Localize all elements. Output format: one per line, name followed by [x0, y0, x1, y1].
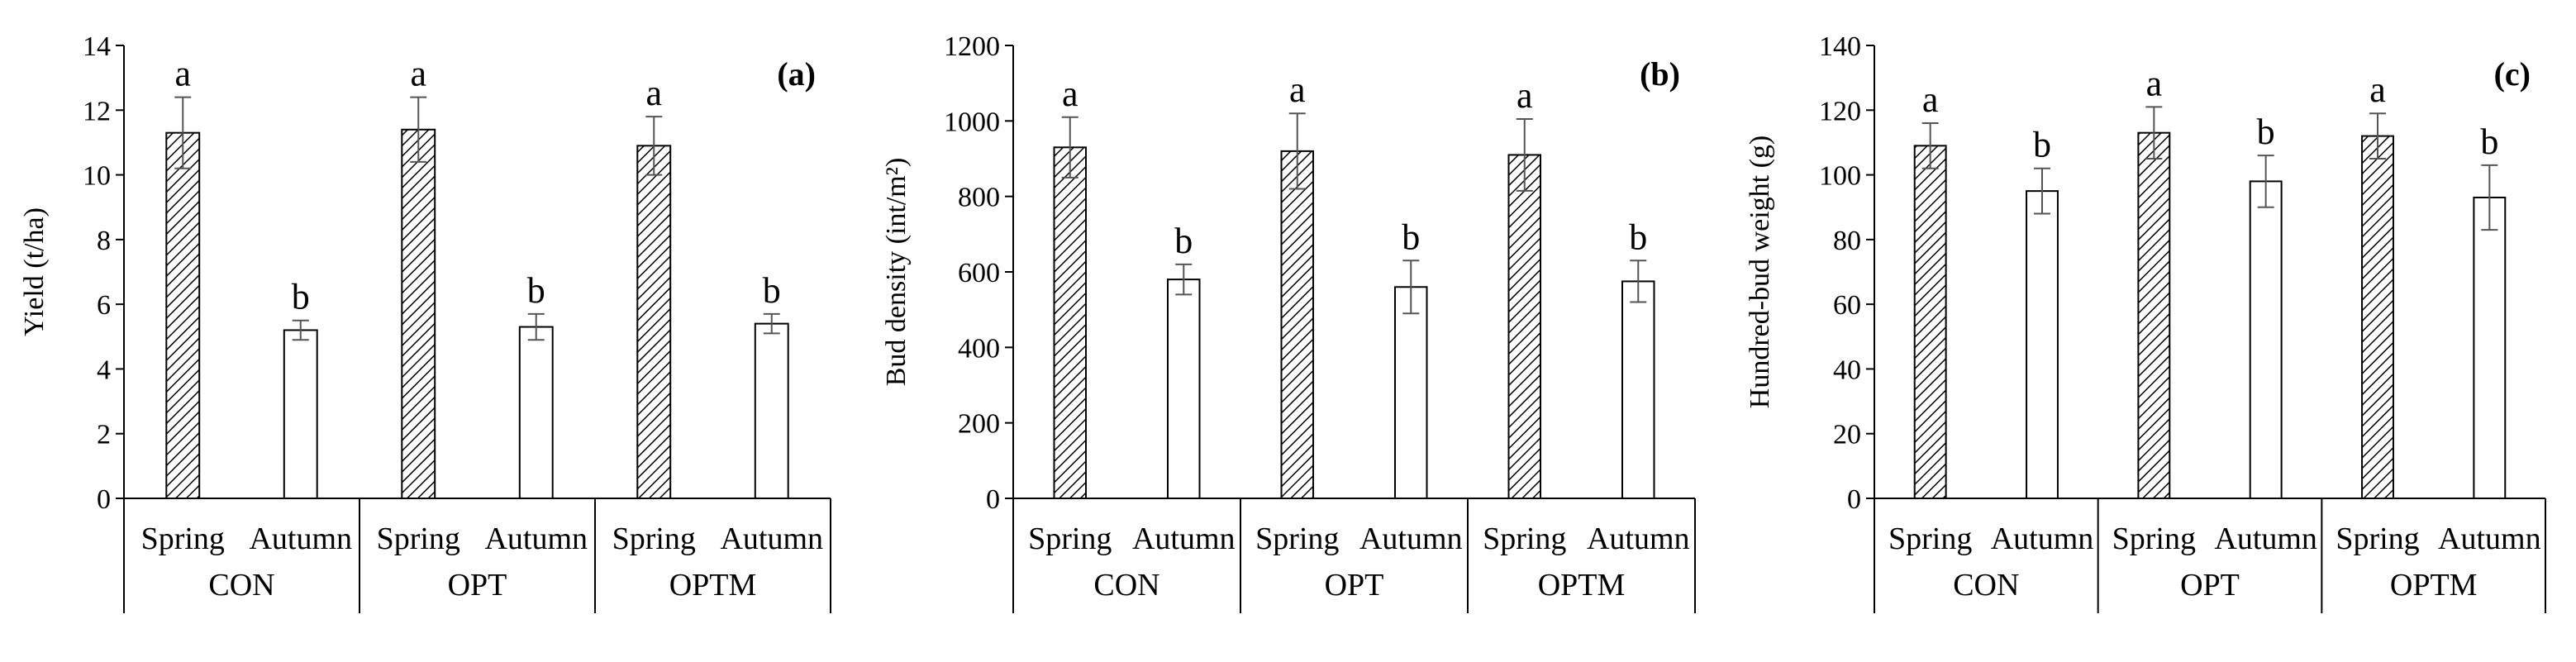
- significance-letter: a: [1289, 69, 1306, 110]
- bar-optm-autumn: [2473, 196, 2507, 499]
- significance-letter: b: [2480, 121, 2498, 162]
- season-label: Spring: [1888, 522, 1972, 556]
- bar-opt-spring: [401, 128, 436, 499]
- season-label: Autumn: [2438, 522, 2541, 556]
- significance-letter: b: [1402, 217, 1420, 257]
- bar-optm-autumn: [1621, 280, 1655, 499]
- season-label: Spring: [1255, 522, 1339, 556]
- y-tick-label: 600: [958, 258, 1000, 288]
- significance-letter: a: [1517, 75, 1533, 116]
- bar-optm-autumn: [754, 322, 789, 499]
- significance-letter: a: [2369, 69, 2386, 110]
- significance-letter: b: [2033, 125, 2051, 165]
- bar-con-autumn: [1167, 279, 1201, 499]
- y-axis-title: Yield (t/ha): [19, 207, 50, 336]
- bar-optm-spring: [2361, 135, 2394, 499]
- season-label: Autumn: [1587, 522, 1690, 556]
- season-label: Spring: [141, 522, 225, 556]
- season-label: Spring: [1028, 522, 1112, 556]
- season-label: Autumn: [484, 522, 588, 556]
- bar-opt-spring: [1280, 150, 1314, 499]
- significance-letter: b: [2257, 112, 2275, 152]
- bar-opt-autumn: [2249, 180, 2283, 499]
- group-label: CON: [1093, 568, 1159, 602]
- y-tick-label: 60: [1833, 290, 1861, 321]
- significance-letter: b: [1174, 221, 1193, 261]
- significance-letter: b: [1629, 217, 1647, 257]
- y-tick-label: 100: [1819, 161, 1861, 192]
- season-label: Spring: [2112, 522, 2196, 556]
- season-label: Autumn: [720, 522, 823, 556]
- y-tick-label: 80: [1833, 226, 1861, 256]
- y-tick-label: 6: [97, 290, 111, 321]
- season-label: Autumn: [1991, 522, 2094, 556]
- significance-letter: a: [174, 54, 191, 94]
- bar-con-spring: [165, 131, 201, 500]
- y-tick-label: 800: [958, 183, 1000, 213]
- season-label: Spring: [377, 522, 460, 556]
- significance-letter: b: [527, 270, 545, 311]
- y-tick-label: 40: [1833, 355, 1861, 385]
- group-label: OPT: [448, 568, 507, 602]
- group-label: OPTM: [1538, 568, 1626, 602]
- group-label: OPT: [2180, 568, 2240, 602]
- bar-con-autumn: [2026, 190, 2059, 499]
- group-label: CON: [1953, 568, 2019, 602]
- season-label: Autumn: [1132, 522, 1236, 556]
- season-label: Autumn: [1359, 522, 1463, 556]
- significance-letter: b: [763, 270, 781, 311]
- significance-letter: a: [1062, 74, 1078, 114]
- season-label: Spring: [2336, 522, 2419, 556]
- y-tick-label: 20: [1833, 420, 1861, 450]
- bar-con-spring: [1053, 146, 1087, 500]
- season-label: Autumn: [2214, 522, 2317, 556]
- y-axis-title: Bud density (int/m²): [881, 158, 912, 387]
- significance-letter: a: [645, 73, 662, 113]
- significance-letter: b: [292, 277, 310, 317]
- y-axis-title: Hundred-bud weight (g): [1745, 136, 1775, 408]
- y-tick-label: 400: [958, 333, 1000, 364]
- bar-con-spring: [1913, 145, 1947, 499]
- significance-letter: a: [1922, 79, 1939, 120]
- y-tick-label: 2: [97, 420, 111, 450]
- significance-letter: a: [2146, 63, 2163, 103]
- panel-label: (c): [2494, 55, 2531, 93]
- y-tick-label: 120: [1819, 96, 1861, 126]
- group-label: OPTM: [669, 568, 757, 602]
- significance-letter: a: [410, 54, 426, 94]
- bar-opt-autumn: [518, 326, 554, 499]
- y-tick-label: 14: [83, 31, 111, 62]
- bar-optm-spring: [1507, 154, 1541, 500]
- y-tick-label: 140: [1819, 31, 1861, 62]
- panel-label: (a): [777, 55, 816, 93]
- y-tick-label: 0: [97, 484, 111, 515]
- bar-optm-spring: [636, 145, 672, 499]
- bar-opt-autumn: [1394, 286, 1428, 499]
- bar-opt-spring: [2137, 131, 2171, 500]
- season-label: Autumn: [249, 522, 352, 556]
- group-label: CON: [208, 568, 274, 602]
- bar-con-autumn: [283, 329, 318, 500]
- y-tick-label: 12: [83, 96, 111, 126]
- group-label: OPTM: [2390, 568, 2478, 602]
- y-tick-label: 1000: [944, 107, 1000, 137]
- y-tick-label: 1200: [944, 31, 1000, 62]
- panel-label: (b): [1640, 55, 1680, 93]
- y-tick-label: 0: [1847, 484, 1861, 515]
- season-label: Spring: [1483, 522, 1566, 556]
- y-tick-label: 0: [986, 484, 1000, 515]
- y-tick-label: 10: [83, 161, 111, 192]
- group-label: OPT: [1325, 568, 1384, 602]
- y-tick-label: 200: [958, 409, 1000, 440]
- y-tick-label: 4: [97, 355, 111, 385]
- y-tick-label: 8: [97, 226, 111, 256]
- season-label: Spring: [612, 522, 696, 556]
